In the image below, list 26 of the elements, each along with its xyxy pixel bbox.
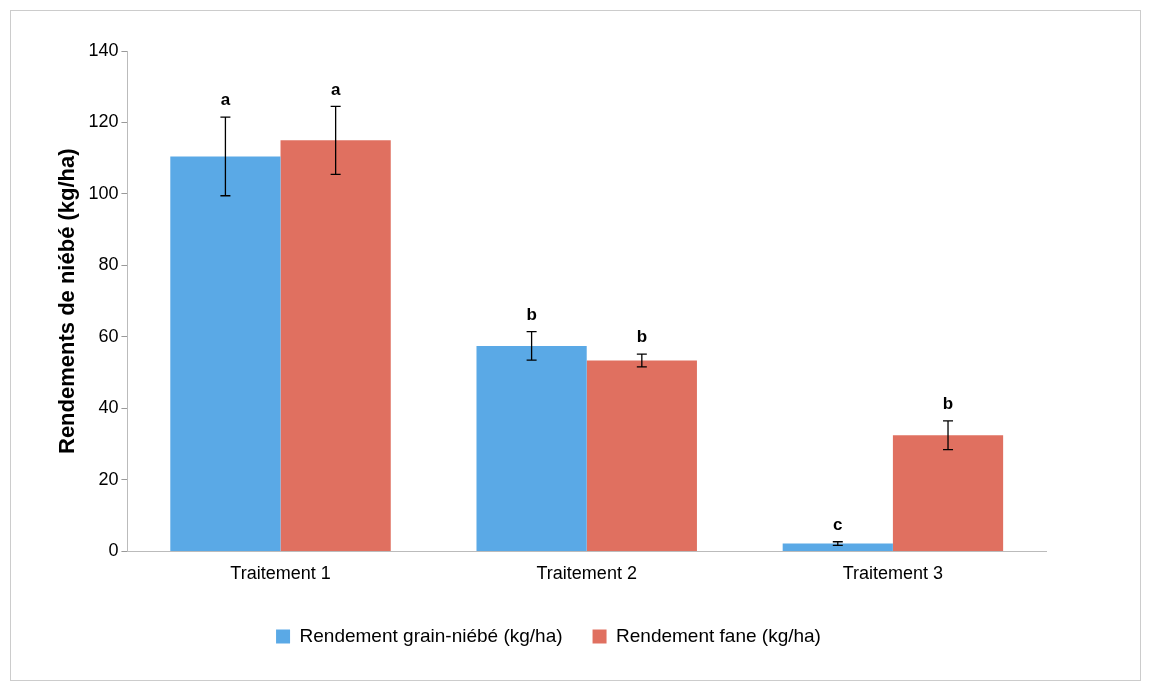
x-tick-label: Traitement 1 <box>230 563 331 584</box>
bar <box>782 543 893 551</box>
legend-label: Rendement fane (kg/ha) <box>616 624 821 646</box>
annotation: b <box>942 394 954 414</box>
y-tick-label: 40 <box>98 397 119 418</box>
x-tick-label: Traitement 2 <box>536 563 637 584</box>
bar <box>892 435 1004 551</box>
bar <box>170 156 281 551</box>
bar <box>476 345 587 551</box>
annotation: b <box>526 304 537 324</box>
annotation: b <box>636 327 648 347</box>
y-tick-label: 60 <box>98 325 119 346</box>
annotation: a <box>330 79 341 99</box>
bar <box>586 360 697 551</box>
x-tick-label: Traitement 3 <box>842 563 944 584</box>
annotation: c <box>833 514 843 534</box>
legend-label: Rendement grain-niébé (kg/ha) <box>299 624 563 646</box>
y-axis-title: Rendements de niébé (kg/ha) <box>54 148 80 455</box>
y-tick-label: 80 <box>98 254 119 275</box>
bar <box>280 140 391 551</box>
y-tick-label: 20 <box>98 468 119 489</box>
y-tick-label: 140 <box>88 39 119 60</box>
y-tick-label: 100 <box>88 182 119 203</box>
y-tick-label: 120 <box>88 111 119 132</box>
y-tick-label: 0 <box>108 540 119 561</box>
annotation: a <box>220 90 231 110</box>
